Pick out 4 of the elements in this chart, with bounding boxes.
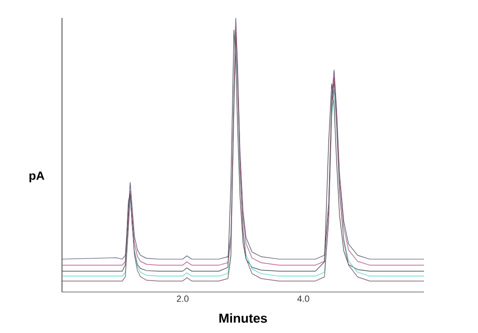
x-tick-label: 2.0 <box>176 296 189 302</box>
x-tick-label: 4.0 <box>297 296 310 302</box>
y-axis-title: pA <box>29 172 44 182</box>
x-axis-title: Minutes <box>219 313 267 323</box>
